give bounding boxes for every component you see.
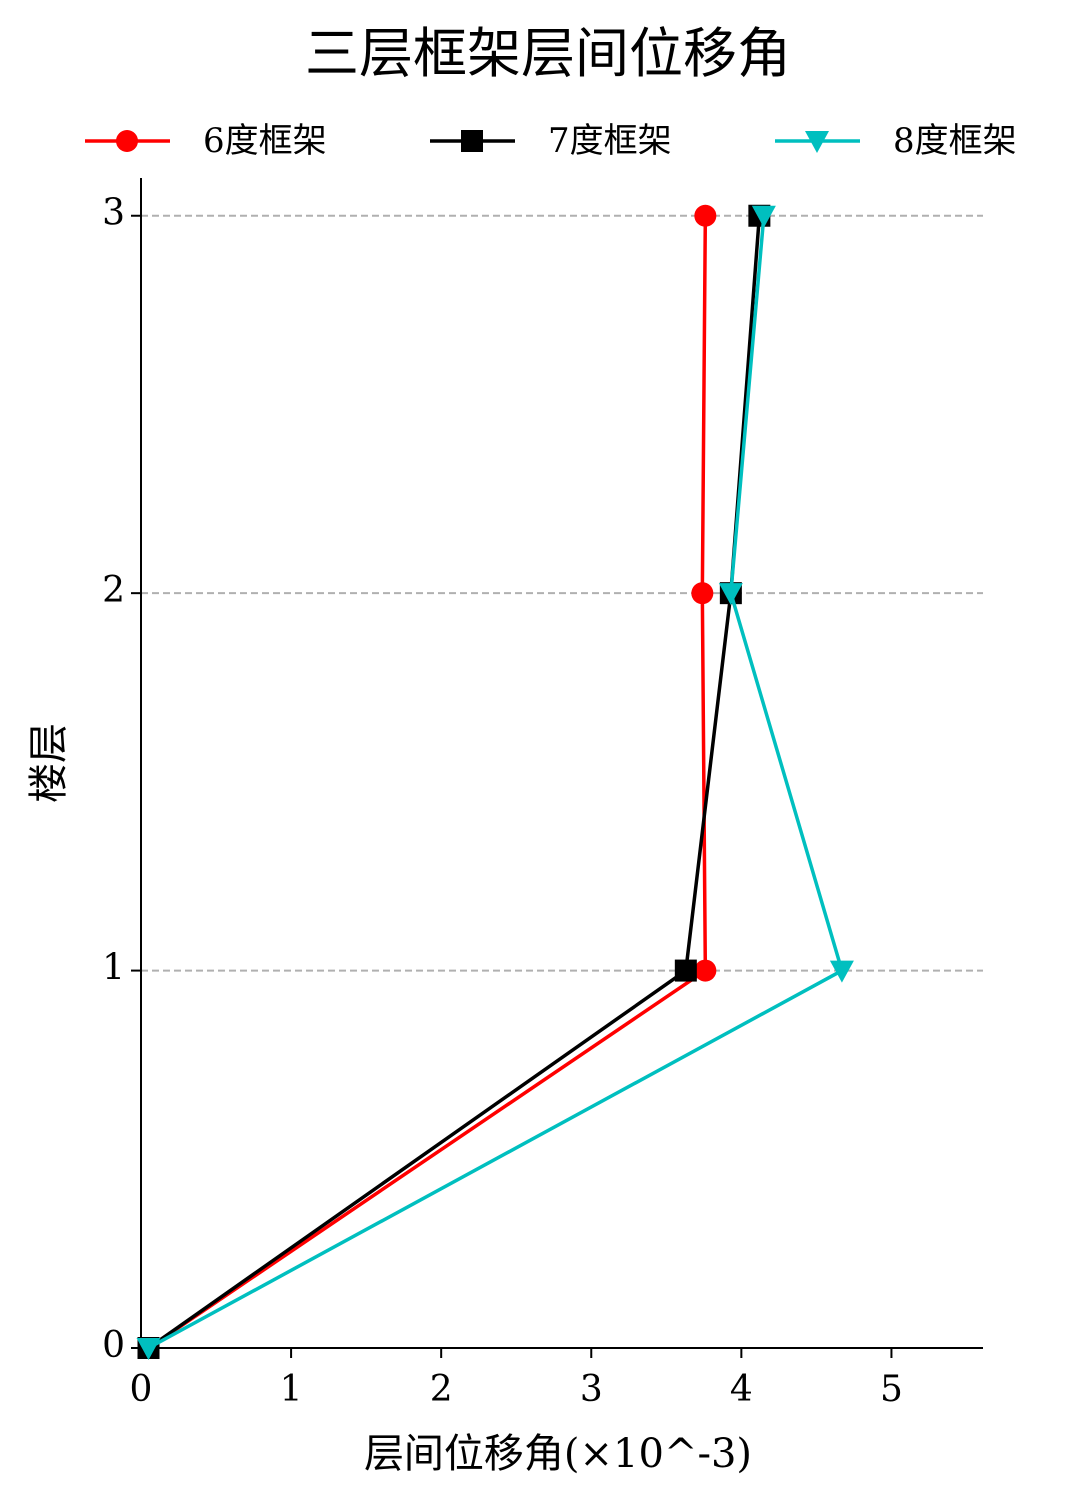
- marker: [136, 1338, 161, 1360]
- y-tick-label: 1: [102, 948, 125, 989]
- marker: [461, 130, 483, 152]
- x-tick-label: 2: [430, 1369, 453, 1410]
- x-tick-label: 1: [280, 1369, 303, 1410]
- marker: [674, 959, 697, 982]
- marker: [751, 205, 776, 228]
- marker: [718, 583, 743, 606]
- marker: [694, 959, 717, 982]
- x-tick-label: 0: [130, 1369, 153, 1410]
- legend-label: 8度框架: [893, 121, 1017, 161]
- legend-label: 7度框架: [548, 121, 672, 161]
- y-tick-label: 3: [102, 193, 125, 234]
- series-line: [147, 215, 762, 1350]
- y-tick-label: 0: [102, 1325, 125, 1366]
- y-tick-label: 2: [102, 570, 125, 611]
- x-tick-label: 4: [730, 1369, 753, 1410]
- marker: [116, 130, 138, 152]
- marker: [829, 960, 854, 983]
- x-axis-label: 层间位移角(×10^-3): [364, 1431, 752, 1477]
- marker: [805, 131, 829, 153]
- x-tick-label: 3: [580, 1369, 603, 1410]
- series-line: [147, 215, 844, 1350]
- legend-label: 6度框架: [203, 121, 327, 161]
- y-axis-label: 楼层: [26, 723, 72, 803]
- marker: [691, 582, 714, 605]
- marker: [694, 204, 717, 227]
- chart-title: 三层框架层间位移角: [305, 22, 791, 85]
- series-line: [147, 215, 708, 1350]
- x-tick-label: 5: [880, 1369, 903, 1410]
